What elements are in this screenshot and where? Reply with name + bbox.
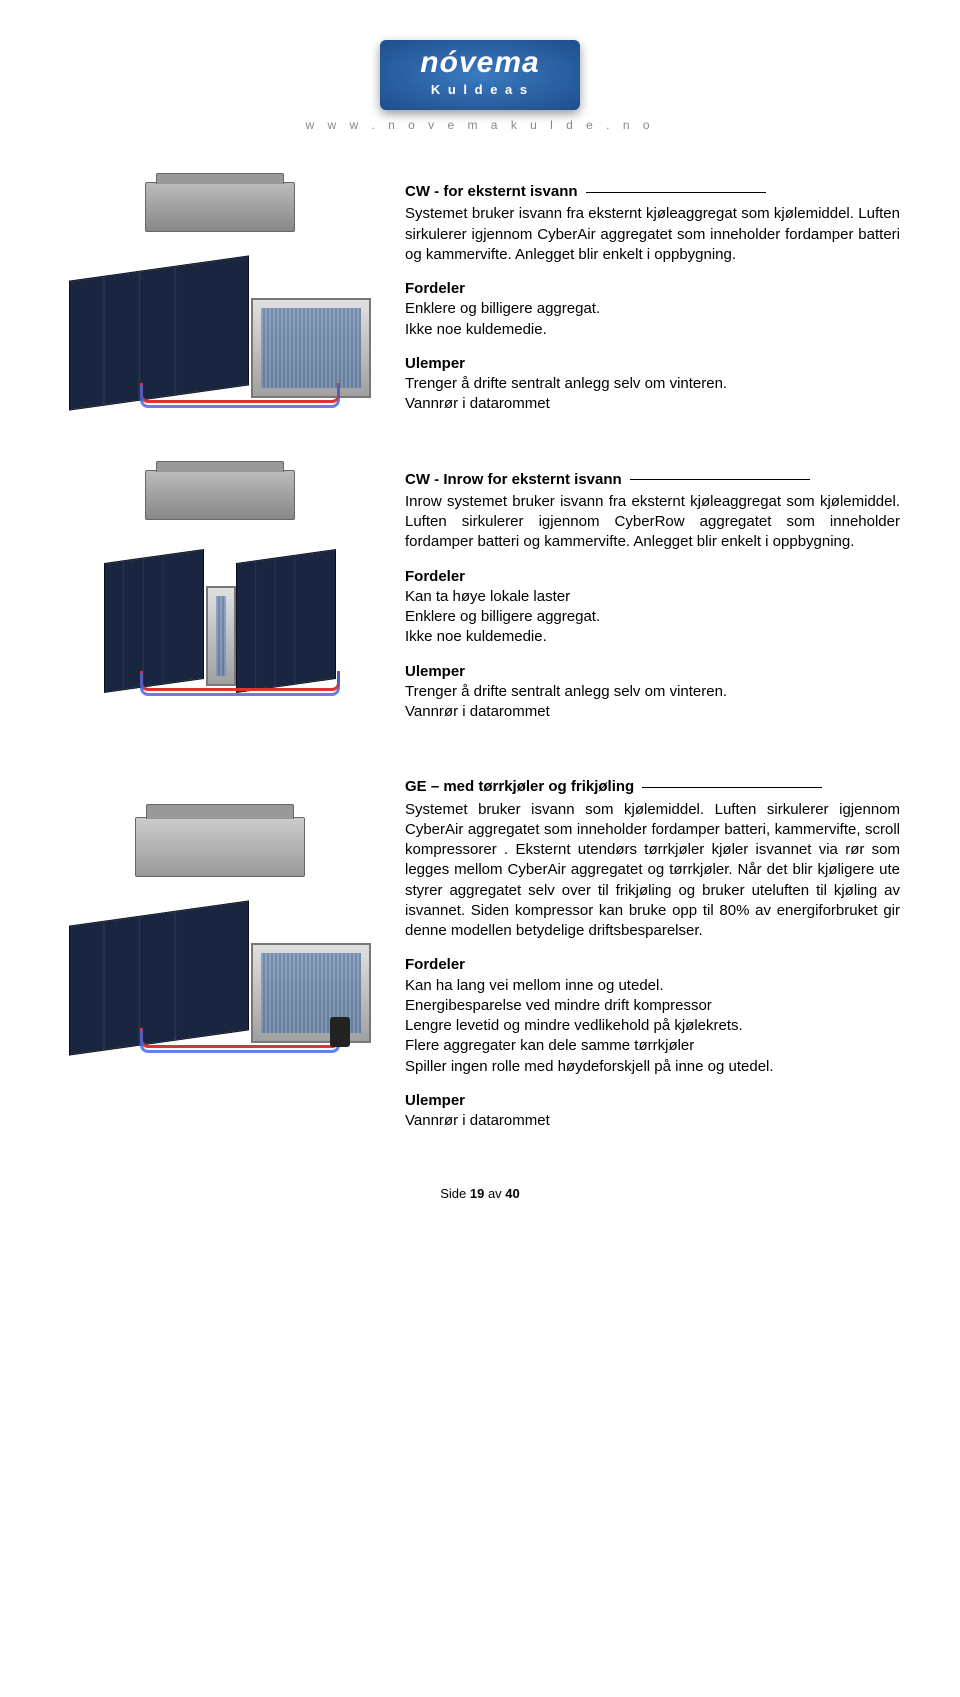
section-cw-inrow: CW - Inrow for eksternt isvann Inrow sys… — [60, 470, 900, 723]
fordeler-heading: Fordeler — [405, 279, 900, 299]
fordeler-heading: Fordeler — [405, 955, 900, 975]
pipes-icon — [140, 1028, 340, 1048]
fordeler-line: Kan ha lang vei mellom inne og utedel. — [405, 976, 900, 996]
fordeler-line: Kan ta høye lokale laster — [405, 587, 900, 607]
fordeler-line: Energibesparelse ved mindre drift kompre… — [405, 996, 900, 1016]
fordeler-line: Lengre levetid og mindre vedlikehold på … — [405, 1016, 900, 1036]
fordeler-line: Enklere og billigere aggregat. — [405, 607, 900, 627]
title-rule — [642, 787, 822, 788]
fordeler-line: Spiller ingen rolle med høydeforskjell p… — [405, 1057, 900, 1077]
section-title: CW - for eksternt isvann — [405, 182, 900, 202]
pipes-icon — [140, 671, 340, 691]
ulemper-heading: Ulemper — [405, 662, 900, 682]
ulemper-heading: Ulemper — [405, 1091, 900, 1111]
section-title: GE – med tørrkjøler og frikjøling — [405, 777, 900, 797]
text-col: CW - for eksternt isvann Systemet bruker… — [405, 182, 900, 415]
section-cw-ekstern: CW - for eksternt isvann Systemet bruker… — [60, 182, 900, 415]
ulemper-line: Vannrør i datarommet — [405, 394, 900, 414]
page-header: nóvema K u l d e a s w w w . n o v e m a… — [60, 40, 900, 132]
fordeler-line: Enklere og billigere aggregat. — [405, 299, 900, 319]
illustration-cw — [60, 182, 380, 412]
illustration-ge — [60, 817, 380, 1047]
fordeler-heading: Fordeler — [405, 567, 900, 587]
section-desc: Systemet bruker isvann fra eksternt kjøl… — [405, 204, 900, 265]
image-col — [60, 182, 405, 412]
chiller-icon — [145, 470, 295, 520]
image-col — [60, 470, 405, 700]
footer-mid: av — [484, 1186, 505, 1201]
ulemper-line: Vannrør i datarommet — [405, 702, 900, 722]
page-footer: Side 19 av 40 — [60, 1186, 900, 1201]
title-text: GE – med tørrkjøler og frikjøling — [405, 777, 634, 797]
fordeler-line: Ikke noe kuldemedie. — [405, 320, 900, 340]
footer-page: 19 — [470, 1186, 484, 1201]
footer-total: 40 — [505, 1186, 519, 1201]
section-title: CW - Inrow for eksternt isvann — [405, 470, 900, 490]
text-col: CW - Inrow for eksternt isvann Inrow sys… — [405, 470, 900, 723]
title-rule — [630, 479, 810, 480]
logo-badge: nóvema K u l d e a s — [380, 40, 580, 110]
ulemper-line: Vannrør i datarommet — [405, 1111, 900, 1131]
image-col — [60, 777, 405, 1047]
chiller-icon — [145, 182, 295, 232]
ulemper-line: Trenger å drifte sentralt anlegg selv om… — [405, 682, 900, 702]
dry-cooler-icon — [135, 817, 305, 877]
section-desc: Systemet bruker isvann som kjølemiddel. … — [405, 800, 900, 942]
ulemper-heading: Ulemper — [405, 354, 900, 374]
title-rule — [586, 192, 766, 193]
section-desc: Inrow systemet bruker isvann fra ekstern… — [405, 492, 900, 553]
pump-icon — [330, 1017, 350, 1047]
pipes-icon — [140, 383, 340, 403]
illustration-cw-inrow — [60, 470, 380, 700]
fordeler-line: Flere aggregater kan dele samme tørrkjøl… — [405, 1036, 900, 1056]
ulemper-line: Trenger å drifte sentralt anlegg selv om… — [405, 374, 900, 394]
logo-url: w w w . n o v e m a k u l d e . n o — [60, 118, 900, 132]
logo-subtitle: K u l d e a s — [380, 80, 580, 97]
title-text: CW - Inrow for eksternt isvann — [405, 470, 622, 490]
fordeler-line: Ikke noe kuldemedie. — [405, 627, 900, 647]
section-ge-frikjoling: GE – med tørrkjøler og frikjøling System… — [60, 777, 900, 1131]
title-text: CW - for eksternt isvann — [405, 182, 578, 202]
logo-brand: nóvema — [380, 40, 580, 80]
text-col: GE – med tørrkjøler og frikjøling System… — [405, 777, 900, 1131]
footer-prefix: Side — [440, 1186, 470, 1201]
